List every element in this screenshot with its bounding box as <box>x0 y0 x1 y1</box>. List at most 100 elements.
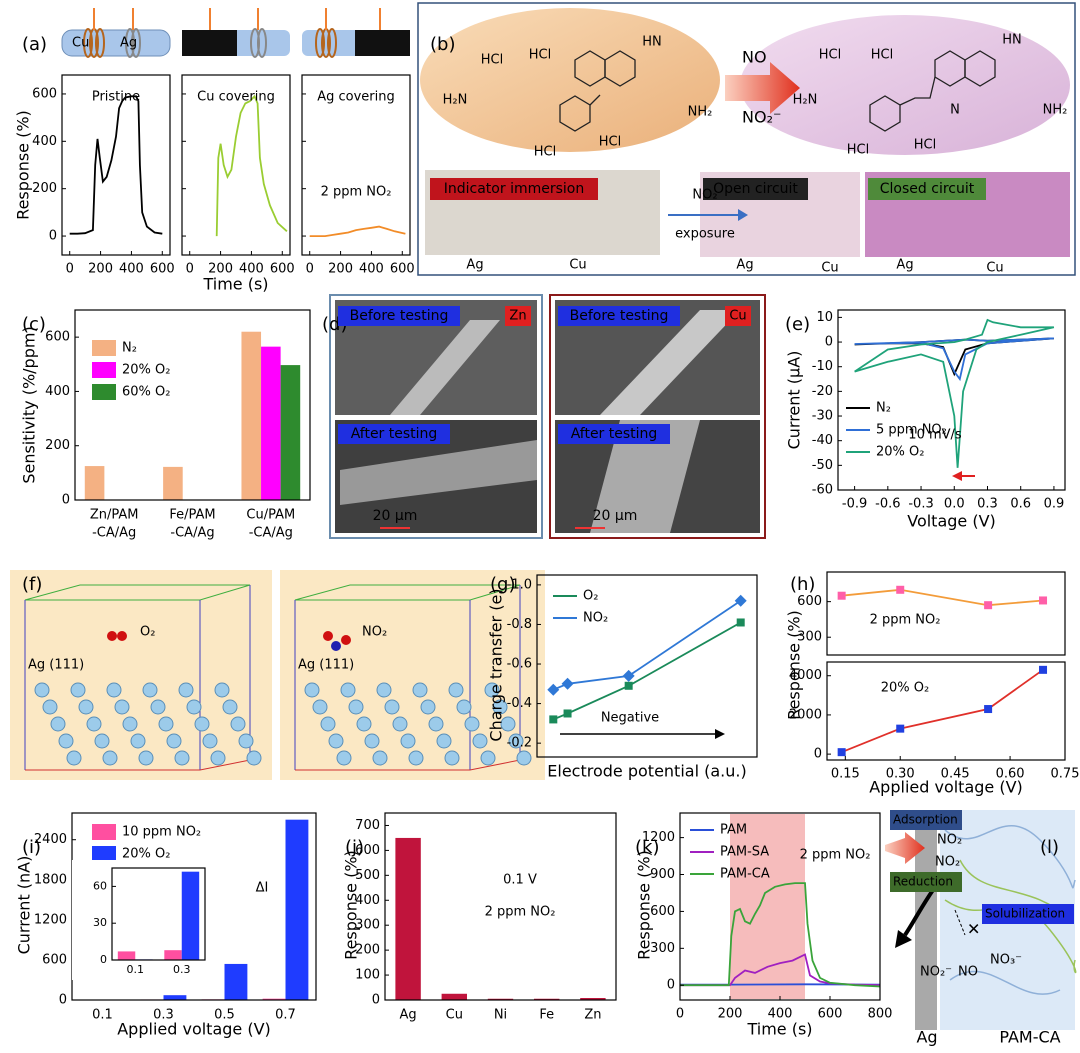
bar <box>163 466 183 500</box>
chem-group: HN <box>1002 33 1022 48</box>
legend-swatch <box>92 384 116 400</box>
point <box>563 709 572 718</box>
bar <box>224 963 248 1000</box>
plot-frame <box>301 74 411 256</box>
atom <box>102 750 118 766</box>
hcl-label: HCl <box>534 145 556 160</box>
atom <box>328 733 344 749</box>
y-tick-label: -50 <box>812 458 833 473</box>
legend-label: PAM-SA <box>720 845 769 860</box>
atom <box>114 699 130 715</box>
atom <box>492 699 508 715</box>
atom <box>238 733 254 749</box>
atom <box>392 716 408 732</box>
y-axis-label: Sensitivity (%/ppm) <box>20 326 39 483</box>
annotation: 2 ppm NO₂ <box>800 848 871 863</box>
legend-label: O₂ <box>583 589 598 604</box>
panel-label: (f) <box>22 574 42 595</box>
x-tick-label: 200 <box>88 262 113 277</box>
x-tick-label: 400 <box>239 262 264 277</box>
hcl-label: HCl <box>819 48 841 63</box>
x-tick-label: 200 <box>718 1007 743 1022</box>
x-axis-label: Time (s) <box>202 275 268 294</box>
atom <box>178 682 194 698</box>
y-tick-label: 200 <box>32 181 57 196</box>
x-tick-label: 600 <box>150 262 175 277</box>
annotation: ΔI <box>256 881 269 896</box>
atom <box>412 682 428 698</box>
atom <box>320 716 336 732</box>
point <box>984 601 993 610</box>
reaction-scheme <box>417 2 1076 276</box>
bar <box>487 998 514 1000</box>
panel-label: (a) <box>22 34 47 55</box>
tag-bg <box>982 904 1074 924</box>
x-tick-label: -CA/Ag <box>170 526 214 541</box>
annotation: Negative <box>601 711 659 726</box>
point <box>896 585 905 594</box>
x-tick-label: 0.0 <box>944 497 965 512</box>
atom <box>436 733 452 749</box>
x-tick-label: 800 <box>868 1007 893 1022</box>
electrode-label: Cu <box>986 261 1003 276</box>
atom <box>420 699 436 715</box>
x-tick-label: Zn/PAM <box>90 508 139 523</box>
series-line <box>854 318 1055 468</box>
legend-label: 20% O₂ <box>122 847 170 862</box>
y-tick-label: -1.0 <box>507 577 532 592</box>
bar <box>285 819 309 1000</box>
bar <box>261 346 281 500</box>
legend-swatch <box>92 846 116 862</box>
legend-swatch <box>92 340 116 356</box>
plot-frame <box>536 574 758 758</box>
x-tick-label: 0.1 <box>92 1008 113 1023</box>
atom <box>340 682 356 698</box>
x-tick-label: 400 <box>768 1007 793 1022</box>
atom <box>364 733 380 749</box>
tag-bg <box>890 872 962 892</box>
x-tick-label: 0.6 <box>1010 497 1031 512</box>
x-tick-label: 0.60 <box>996 767 1025 782</box>
annotation: 2 ppm NO₂ <box>321 185 392 200</box>
sensor-icons <box>61 8 410 58</box>
annotation: 10 mV/s <box>908 428 962 443</box>
photo-label: Closed circuit <box>880 181 975 197</box>
chem-group: NH₂ <box>688 105 713 120</box>
atom <box>356 716 372 732</box>
atom <box>50 716 66 732</box>
atom <box>70 682 86 698</box>
reactant: NO <box>742 48 767 67</box>
x-tick-label: Ag <box>400 1008 417 1023</box>
y-axis-label: Response (%) <box>785 610 804 720</box>
y-axis-label: Response (%) <box>342 850 361 960</box>
panel-label: (e) <box>785 314 810 335</box>
electrode-label: Ag <box>736 258 753 273</box>
bar <box>117 951 136 960</box>
hcl-label: HCl <box>599 135 621 150</box>
mechanism-label: NO₃⁻ <box>990 953 1022 968</box>
scale-bar-label: 20 μm <box>593 508 638 524</box>
chem-group: H₂N <box>793 93 818 108</box>
atom <box>304 682 320 698</box>
y-tick-label: 300 <box>355 918 380 933</box>
panel-label: (l) <box>1040 837 1059 858</box>
y-axis-label: Response (%) <box>635 850 654 960</box>
bar <box>163 995 187 1000</box>
y-tick-label: -20 <box>812 384 833 399</box>
y-tick-label: 4000 <box>789 668 822 683</box>
block-mark: ✕ <box>967 920 980 939</box>
series-line <box>841 588 1044 607</box>
series-line <box>215 94 288 237</box>
y-tick-label: -0.8 <box>507 617 532 632</box>
electrode-label: Cu <box>821 261 838 276</box>
atom <box>158 716 174 732</box>
y-tick-label: 2000 <box>789 707 822 722</box>
photo-label-bg <box>868 178 986 200</box>
x-tick-label: 600 <box>270 262 295 277</box>
y-axis-label: Current (μA) <box>785 351 804 450</box>
point <box>837 748 846 757</box>
subplot-title: Pristine <box>92 90 140 105</box>
legend-label: 20% O₂ <box>876 445 924 460</box>
photo-label-bg <box>430 178 598 200</box>
x-tick-label: 0.9 <box>1044 497 1065 512</box>
